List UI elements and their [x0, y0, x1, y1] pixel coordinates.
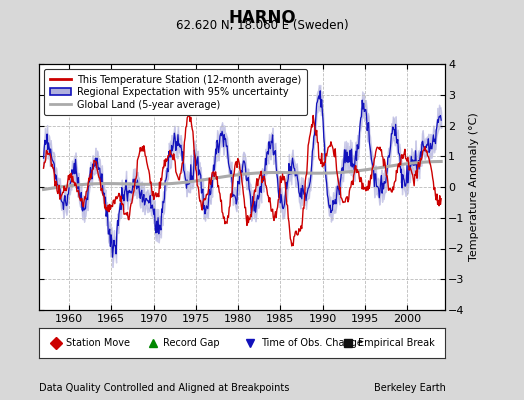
Y-axis label: Temperature Anomaly (°C): Temperature Anomaly (°C) [469, 113, 479, 261]
Text: Station Move: Station Move [66, 338, 130, 348]
Text: Data Quality Controlled and Aligned at Breakpoints: Data Quality Controlled and Aligned at B… [39, 383, 290, 393]
Text: Empirical Break: Empirical Break [358, 338, 435, 348]
Text: Record Gap: Record Gap [163, 338, 220, 348]
Text: Berkeley Earth: Berkeley Earth [374, 383, 445, 393]
Text: HARNO: HARNO [228, 9, 296, 27]
Text: 62.620 N, 18.060 E (Sweden): 62.620 N, 18.060 E (Sweden) [176, 19, 348, 32]
Text: Time of Obs. Change: Time of Obs. Change [260, 338, 363, 348]
Legend: This Temperature Station (12-month average), Regional Expectation with 95% uncer: This Temperature Station (12-month avera… [44, 69, 307, 115]
